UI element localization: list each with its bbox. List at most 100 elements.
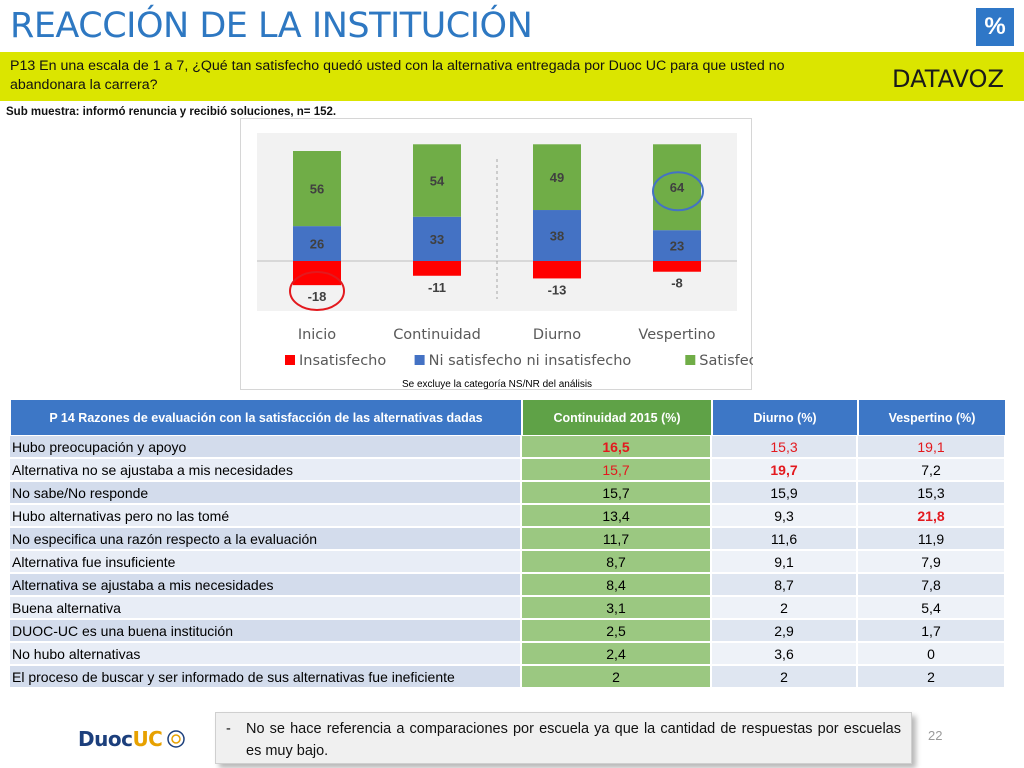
cell-continuidad: 13,4	[522, 505, 712, 528]
crest-icon	[167, 730, 185, 748]
category-tick-label: Vespertino	[638, 327, 715, 343]
bar-satisfecho	[533, 144, 581, 211]
duoc-logo-text: Duoc	[78, 727, 133, 751]
legend-label: Insatisfecho	[299, 353, 386, 369]
stacked-bar-chart: -18 26 56 Inicio -11 33 54 Continuidad -13 38 49 Di…	[240, 118, 753, 390]
data-label: 38	[550, 229, 564, 244]
question-text: P13 En una escala de 1 a 7, ¿Qué tan sat…	[10, 58, 785, 93]
category-tick-label: Diurno	[533, 327, 581, 343]
data-label: -8	[671, 276, 683, 291]
cell-diurno: 9,1	[712, 551, 858, 574]
duoc-uc-logo: DuocUC	[78, 727, 185, 753]
data-label: -13	[548, 282, 567, 297]
bar-ni-satisfecho-ni-insatisfecho	[293, 226, 341, 261]
cell-continuidad: 2,5	[522, 620, 712, 643]
cell-continuidad: 15,7	[522, 459, 712, 482]
page-title: REACCIÓN DE LA INSTITUCIÓN	[10, 6, 533, 46]
footnote-box: - No se hace referencia a comparaciones …	[215, 712, 912, 764]
bar-insatisfecho	[293, 261, 341, 286]
cell-continuidad: 15,7	[522, 482, 712, 505]
cell-continuidad: 8,4	[522, 574, 712, 597]
table-row: Hubo preocupación y apoyo 16,5 15,3 19,1	[10, 436, 1006, 459]
legend-swatch	[414, 355, 425, 365]
data-label: -11	[428, 280, 446, 295]
datavoz-logo: DATAVOZ	[892, 62, 1006, 94]
table-row: Alternativa fue insuficiente 8,7 9,1 7,9	[10, 551, 1006, 574]
bar-satisfecho	[293, 151, 341, 227]
table-row: Alternativa se ajustaba a mis necesidade…	[10, 574, 1006, 597]
table-row-label: No hubo alternativas	[10, 643, 522, 666]
table-header-diurno: Diurno (%)	[712, 399, 858, 436]
cell-continuidad: 2	[522, 666, 712, 689]
chart-note: Se excluye la categoría NS/NR del anális…	[402, 379, 592, 390]
data-label: 33	[430, 232, 444, 247]
highlight-circle-blue	[652, 171, 704, 212]
table-row-label: Buena alternativa	[10, 597, 522, 620]
table-header-vespertino: Vespertino (%)	[858, 399, 1006, 436]
percent-badge: %	[976, 8, 1014, 46]
data-label: 26	[310, 237, 324, 252]
table-row-label: Hubo alternativas pero no las tomé	[10, 505, 522, 528]
table-row: El proceso de buscar y ser informado de …	[10, 666, 1006, 689]
table-header-continuidad: Continuidad 2015 (%)	[522, 399, 712, 436]
cell-vespertino: 7,2	[858, 459, 1006, 482]
cell-diurno: 11,6	[712, 528, 858, 551]
bar-ni-satisfecho-ni-insatisfecho	[533, 210, 581, 261]
category-tick-label: Continuidad	[393, 327, 481, 343]
cell-vespertino: 19,1	[858, 436, 1006, 459]
cell-vespertino: 1,7	[858, 620, 1006, 643]
table-row: No especifica una razón respecto a la ev…	[10, 528, 1006, 551]
cell-diurno: 15,9	[712, 482, 858, 505]
footnote-text: No se hace referencia a comparaciones po…	[246, 721, 901, 759]
legend-swatch	[285, 355, 295, 365]
cell-vespertino: 7,9	[858, 551, 1006, 574]
bar-ni-satisfecho-ni-insatisfecho	[413, 216, 461, 261]
data-label: 56	[310, 182, 324, 197]
cell-vespertino: 15,3	[858, 482, 1006, 505]
bar-insatisfecho	[653, 261, 701, 272]
cell-continuidad: 16,5	[522, 436, 712, 459]
cell-diurno: 19,7	[712, 459, 858, 482]
cell-diurno: 2	[712, 597, 858, 620]
table-row: No hubo alternativas 2,4 3,6 0	[10, 643, 1006, 666]
page-number: 22	[928, 728, 943, 743]
table-row-label: No especifica una razón respecto a la ev…	[10, 528, 522, 551]
data-label: 23	[670, 239, 684, 254]
cell-continuidad: 3,1	[522, 597, 712, 620]
chart-svg: -18 26 56 Inicio -11 33 54 Continuidad -13 38 49 Di…	[257, 133, 753, 390]
category-tick-label: Inicio	[298, 327, 336, 343]
cell-diurno: 9,3	[712, 505, 858, 528]
table-row-label: El proceso de buscar y ser informado de …	[10, 666, 522, 689]
cell-continuidad: 8,7	[522, 551, 712, 574]
bar-satisfecho	[653, 144, 701, 231]
uc-logo-text: UC	[132, 727, 163, 751]
legend-swatch	[685, 355, 696, 365]
cell-vespertino: 21,8	[858, 505, 1006, 528]
highlight-circle-red	[289, 271, 345, 311]
cell-diurno: 8,7	[712, 574, 858, 597]
table-row-label: Alternativa fue insuficiente	[10, 551, 522, 574]
table-row: DUOC-UC es una buena institución 2,5 2,9 1,…	[10, 620, 1006, 643]
reasons-table: P 14 Razones de evaluación con la satisf…	[10, 399, 1006, 689]
cell-diurno: 2	[712, 666, 858, 689]
bar-satisfecho	[413, 144, 461, 217]
datavoz-logo-text: DATAVOZ	[892, 65, 1004, 93]
cell-vespertino: 11,9	[858, 528, 1006, 551]
cell-vespertino: 7,8	[858, 574, 1006, 597]
submuestra-note: Sub muestra: informó renuncia y recibió …	[6, 106, 337, 118]
cell-vespertino: 0	[858, 643, 1006, 666]
cell-diurno: 2,9	[712, 620, 858, 643]
legend-label: Satisfecho	[699, 353, 753, 369]
table-row-label: No sabe/No responde	[10, 482, 522, 505]
bar-insatisfecho	[533, 261, 581, 279]
data-label: 64	[670, 180, 685, 195]
cell-diurno: 15,3	[712, 436, 858, 459]
bar-insatisfecho	[413, 261, 461, 276]
cell-continuidad: 11,7	[522, 528, 712, 551]
table-row-label: Alternativa se ajustaba a mis necesidade…	[10, 574, 522, 597]
cell-vespertino: 2	[858, 666, 1006, 689]
cell-continuidad: 2,4	[522, 643, 712, 666]
table-row-label: Hubo preocupación y apoyo	[10, 436, 522, 459]
table-row-label: DUOC-UC es una buena institución	[10, 620, 522, 643]
table-row: No sabe/No responde 15,7 15,9 15,3	[10, 482, 1006, 505]
